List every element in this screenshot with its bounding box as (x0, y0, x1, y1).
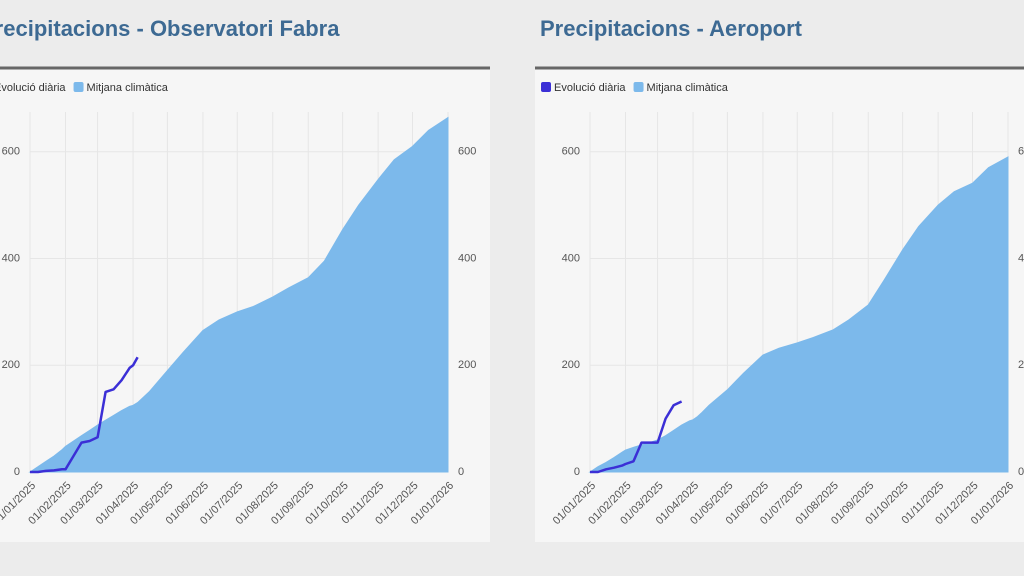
line (30, 356, 139, 474)
chart-title: Precipitacions - Aeroport (540, 16, 803, 41)
chart-title: Precipitacions - Observatori Fabra (0, 16, 340, 41)
y2-tick-label: 600 (1018, 146, 1024, 158)
y2-tick-label: 0 (1018, 466, 1024, 478)
legend-label: Evolució diària (554, 82, 626, 94)
y-tick-label: 600 (2, 146, 20, 158)
chart-panel: Precipitacions - Observatori Fabra Evoluc… (0, 16, 490, 542)
y2-tick-label: 200 (1018, 359, 1024, 371)
y2-tick-label: 200 (458, 359, 476, 371)
y-tick-label: 400 (562, 252, 580, 264)
y2-tick-label: 0 (458, 466, 464, 478)
legend-swatch (73, 82, 84, 92)
line (590, 400, 683, 474)
y-tick-label: 0 (14, 466, 20, 478)
y-tick-label: 0 (574, 466, 580, 478)
y-tick-label: 600 (562, 146, 580, 158)
y2-tick-label: 400 (458, 252, 476, 264)
y-tick-label: 200 (2, 359, 20, 371)
chart-panel: Precipitacions - Aeroport Evolució diària… (535, 16, 1024, 542)
y-tick-label: 400 (2, 252, 20, 264)
y-tick-label: 200 (562, 359, 580, 371)
y2-tick-label: 600 (458, 146, 476, 158)
area (28, 116, 449, 473)
legend-swatch (633, 82, 644, 92)
area (588, 156, 1009, 473)
legend-swatch (541, 82, 551, 92)
y2-tick-label: 400 (1018, 252, 1024, 264)
legend-label: Mitjana climàtica (87, 82, 169, 94)
legend-label: Evolució diària (0, 82, 66, 94)
legend-label: Mitjana climàtica (647, 82, 729, 94)
